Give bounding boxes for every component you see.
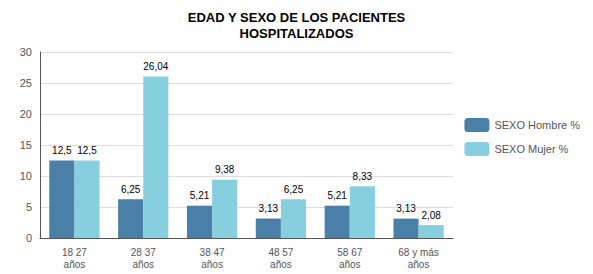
svg-text:0: 0: [26, 232, 32, 244]
svg-text:28 37: 28 37: [131, 247, 156, 258]
svg-text:18 27: 18 27: [62, 247, 87, 258]
svg-text:5: 5: [26, 201, 32, 213]
svg-text:26,04: 26,04: [143, 61, 168, 72]
svg-text:58 67: 58 67: [337, 247, 362, 258]
svg-text:25: 25: [20, 77, 32, 89]
svg-text:38 47: 38 47: [200, 247, 225, 258]
svg-text:3,13: 3,13: [396, 203, 416, 214]
svg-text:6,25: 6,25: [284, 184, 304, 195]
svg-text:15: 15: [20, 139, 32, 151]
svg-text:10: 10: [20, 170, 32, 182]
svg-text:años: años: [201, 259, 223, 270]
svg-text:EDAD Y SEXO DE LOS PACIENTES: EDAD Y SEXO DE LOS PACIENTES: [188, 10, 406, 25]
svg-text:12,5: 12,5: [77, 145, 97, 156]
svg-text:años: años: [408, 259, 430, 270]
svg-text:48 57: 48 57: [268, 247, 293, 258]
svg-text:8,33: 8,33: [353, 171, 373, 182]
svg-text:6,25: 6,25: [121, 184, 141, 195]
svg-text:años: años: [132, 259, 154, 270]
svg-text:5,21: 5,21: [190, 190, 210, 201]
svg-text:2,08: 2,08: [421, 210, 441, 221]
svg-text:12,5: 12,5: [52, 145, 72, 156]
svg-text:9,38: 9,38: [215, 164, 235, 175]
svg-text:años: años: [64, 259, 86, 270]
svg-text:3,13: 3,13: [259, 203, 279, 214]
svg-text:SEXO Hombre %: SEXO Hombre %: [494, 119, 580, 131]
svg-text:68 y más: 68 y más: [398, 247, 439, 258]
svg-text:SEXO Mujer %: SEXO Mujer %: [494, 143, 568, 155]
svg-text:HOSPITALIZADOS: HOSPITALIZADOS: [240, 26, 354, 41]
svg-text:años: años: [339, 259, 361, 270]
svg-text:5,21: 5,21: [327, 190, 347, 201]
svg-text:30: 30: [20, 46, 32, 58]
svg-text:20: 20: [20, 108, 32, 120]
svg-text:años: años: [270, 259, 292, 270]
